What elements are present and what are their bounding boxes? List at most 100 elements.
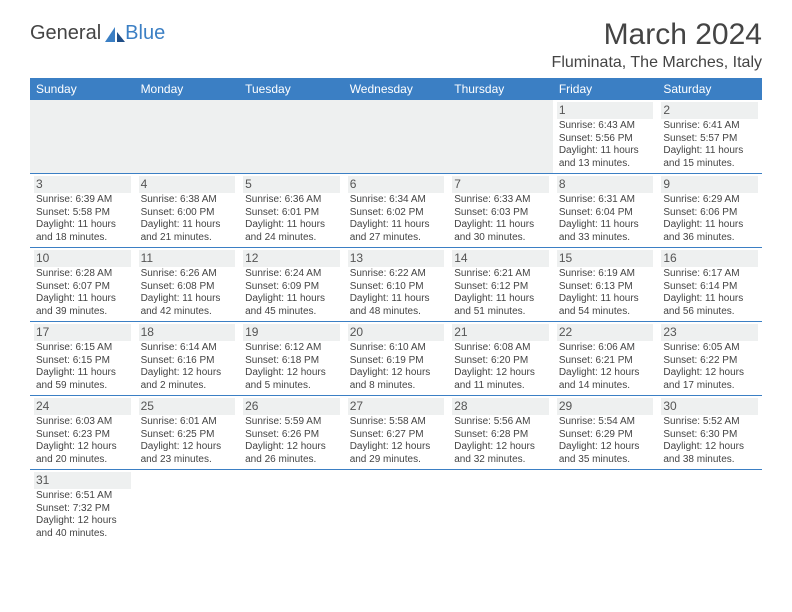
calendar-cell: 28Sunrise: 5:56 AMSunset: 6:28 PMDayligh… — [448, 396, 553, 470]
calendar-cell — [344, 470, 449, 544]
day-details: Sunrise: 6:33 AMSunset: 6:03 PMDaylight:… — [452, 194, 549, 244]
calendar-cell — [344, 100, 449, 174]
day-number: 31 — [34, 472, 131, 489]
day-number: 8 — [557, 176, 654, 193]
day-details: Sunrise: 6:29 AMSunset: 6:06 PMDaylight:… — [661, 194, 758, 244]
calendar-body: 1Sunrise: 6:43 AMSunset: 5:56 PMDaylight… — [30, 100, 762, 543]
day-number: 13 — [348, 250, 445, 267]
day-number: 6 — [348, 176, 445, 193]
day-number: 3 — [34, 176, 131, 193]
day-number: 24 — [34, 398, 131, 415]
calendar-head: SundayMondayTuesdayWednesdayThursdayFrid… — [30, 78, 762, 100]
calendar-cell: 2Sunrise: 6:41 AMSunset: 5:57 PMDaylight… — [657, 100, 762, 174]
weekday-header: Wednesday — [344, 78, 449, 100]
day-details: Sunrise: 5:52 AMSunset: 6:30 PMDaylight:… — [661, 416, 758, 466]
day-details: Sunrise: 6:38 AMSunset: 6:00 PMDaylight:… — [139, 194, 236, 244]
weekday-header: Monday — [135, 78, 240, 100]
calendar-cell: 12Sunrise: 6:24 AMSunset: 6:09 PMDayligh… — [239, 248, 344, 322]
weekday-header: Friday — [553, 78, 658, 100]
weekday-header: Saturday — [657, 78, 762, 100]
day-number: 19 — [243, 324, 340, 341]
day-details: Sunrise: 6:21 AMSunset: 6:12 PMDaylight:… — [452, 268, 549, 318]
calendar-cell: 11Sunrise: 6:26 AMSunset: 6:08 PMDayligh… — [135, 248, 240, 322]
calendar-cell: 29Sunrise: 5:54 AMSunset: 6:29 PMDayligh… — [553, 396, 658, 470]
calendar-cell: 20Sunrise: 6:10 AMSunset: 6:19 PMDayligh… — [344, 322, 449, 396]
day-details: Sunrise: 6:39 AMSunset: 5:58 PMDaylight:… — [34, 194, 131, 244]
calendar-cell: 16Sunrise: 6:17 AMSunset: 6:14 PMDayligh… — [657, 248, 762, 322]
day-details: Sunrise: 6:01 AMSunset: 6:25 PMDaylight:… — [139, 416, 236, 466]
calendar-cell: 23Sunrise: 6:05 AMSunset: 6:22 PMDayligh… — [657, 322, 762, 396]
day-details: Sunrise: 6:06 AMSunset: 6:21 PMDaylight:… — [557, 342, 654, 392]
logo-text-2: Blue — [125, 22, 165, 45]
day-details: Sunrise: 6:36 AMSunset: 6:01 PMDaylight:… — [243, 194, 340, 244]
day-number: 23 — [661, 324, 758, 341]
day-number: 12 — [243, 250, 340, 267]
day-details: Sunrise: 6:41 AMSunset: 5:57 PMDaylight:… — [661, 120, 758, 170]
month-title: March 2024 — [552, 18, 762, 52]
day-details: Sunrise: 6:08 AMSunset: 6:20 PMDaylight:… — [452, 342, 549, 392]
day-details: Sunrise: 6:03 AMSunset: 6:23 PMDaylight:… — [34, 416, 131, 466]
calendar-table: SundayMondayTuesdayWednesdayThursdayFrid… — [30, 78, 762, 543]
calendar-cell: 4Sunrise: 6:38 AMSunset: 6:00 PMDaylight… — [135, 174, 240, 248]
location: Fluminata, The Marches, Italy — [552, 54, 762, 72]
day-number: 18 — [139, 324, 236, 341]
weekday-header: Tuesday — [239, 78, 344, 100]
calendar-cell: 25Sunrise: 6:01 AMSunset: 6:25 PMDayligh… — [135, 396, 240, 470]
day-details: Sunrise: 6:12 AMSunset: 6:18 PMDaylight:… — [243, 342, 340, 392]
calendar-cell — [448, 100, 553, 174]
weekday-header: Thursday — [448, 78, 553, 100]
day-details: Sunrise: 5:54 AMSunset: 6:29 PMDaylight:… — [557, 416, 654, 466]
weekday-header: Sunday — [30, 78, 135, 100]
calendar-cell: 22Sunrise: 6:06 AMSunset: 6:21 PMDayligh… — [553, 322, 658, 396]
day-number: 7 — [452, 176, 549, 193]
calendar-cell: 3Sunrise: 6:39 AMSunset: 5:58 PMDaylight… — [30, 174, 135, 248]
calendar-cell: 7Sunrise: 6:33 AMSunset: 6:03 PMDaylight… — [448, 174, 553, 248]
calendar-cell: 14Sunrise: 6:21 AMSunset: 6:12 PMDayligh… — [448, 248, 553, 322]
day-details: Sunrise: 6:05 AMSunset: 6:22 PMDaylight:… — [661, 342, 758, 392]
calendar-cell — [30, 100, 135, 174]
calendar-cell: 9Sunrise: 6:29 AMSunset: 6:06 PMDaylight… — [657, 174, 762, 248]
calendar-cell: 27Sunrise: 5:58 AMSunset: 6:27 PMDayligh… — [344, 396, 449, 470]
day-number: 28 — [452, 398, 549, 415]
day-number: 22 — [557, 324, 654, 341]
calendar-cell: 24Sunrise: 6:03 AMSunset: 6:23 PMDayligh… — [30, 396, 135, 470]
day-number: 15 — [557, 250, 654, 267]
calendar-cell: 5Sunrise: 6:36 AMSunset: 6:01 PMDaylight… — [239, 174, 344, 248]
calendar-cell: 31Sunrise: 6:51 AMSunset: 7:32 PMDayligh… — [30, 470, 135, 544]
calendar-cell: 26Sunrise: 5:59 AMSunset: 6:26 PMDayligh… — [239, 396, 344, 470]
day-number: 29 — [557, 398, 654, 415]
day-details: Sunrise: 6:31 AMSunset: 6:04 PMDaylight:… — [557, 194, 654, 244]
day-details: Sunrise: 6:15 AMSunset: 6:15 PMDaylight:… — [34, 342, 131, 392]
day-details: Sunrise: 6:51 AMSunset: 7:32 PMDaylight:… — [34, 490, 131, 540]
calendar-cell — [448, 470, 553, 544]
day-details: Sunrise: 6:26 AMSunset: 6:08 PMDaylight:… — [139, 268, 236, 318]
day-number: 5 — [243, 176, 340, 193]
day-details: Sunrise: 5:56 AMSunset: 6:28 PMDaylight:… — [452, 416, 549, 466]
day-details: Sunrise: 6:22 AMSunset: 6:10 PMDaylight:… — [348, 268, 445, 318]
day-details: Sunrise: 5:59 AMSunset: 6:26 PMDaylight:… — [243, 416, 340, 466]
calendar-cell: 8Sunrise: 6:31 AMSunset: 6:04 PMDaylight… — [553, 174, 658, 248]
calendar-cell — [553, 470, 658, 544]
day-number: 25 — [139, 398, 236, 415]
calendar-cell — [135, 100, 240, 174]
day-details: Sunrise: 6:34 AMSunset: 6:02 PMDaylight:… — [348, 194, 445, 244]
day-details: Sunrise: 6:14 AMSunset: 6:16 PMDaylight:… — [139, 342, 236, 392]
day-details: Sunrise: 5:58 AMSunset: 6:27 PMDaylight:… — [348, 416, 445, 466]
calendar-cell: 17Sunrise: 6:15 AMSunset: 6:15 PMDayligh… — [30, 322, 135, 396]
day-details: Sunrise: 6:43 AMSunset: 5:56 PMDaylight:… — [557, 120, 654, 170]
day-details: Sunrise: 6:28 AMSunset: 6:07 PMDaylight:… — [34, 268, 131, 318]
day-number: 20 — [348, 324, 445, 341]
day-number: 9 — [661, 176, 758, 193]
title-block: March 2024 Fluminata, The Marches, Italy — [552, 18, 762, 72]
day-details: Sunrise: 6:17 AMSunset: 6:14 PMDaylight:… — [661, 268, 758, 318]
calendar-cell: 10Sunrise: 6:28 AMSunset: 6:07 PMDayligh… — [30, 248, 135, 322]
day-number: 11 — [139, 250, 236, 267]
day-number: 30 — [661, 398, 758, 415]
header: General Blue March 2024 Fluminata, The M… — [30, 18, 762, 72]
calendar-cell: 1Sunrise: 6:43 AMSunset: 5:56 PMDaylight… — [553, 100, 658, 174]
day-details: Sunrise: 6:19 AMSunset: 6:13 PMDaylight:… — [557, 268, 654, 318]
calendar-cell: 19Sunrise: 6:12 AMSunset: 6:18 PMDayligh… — [239, 322, 344, 396]
calendar-cell — [239, 470, 344, 544]
day-number: 21 — [452, 324, 549, 341]
logo-text-1: General — [30, 22, 101, 45]
